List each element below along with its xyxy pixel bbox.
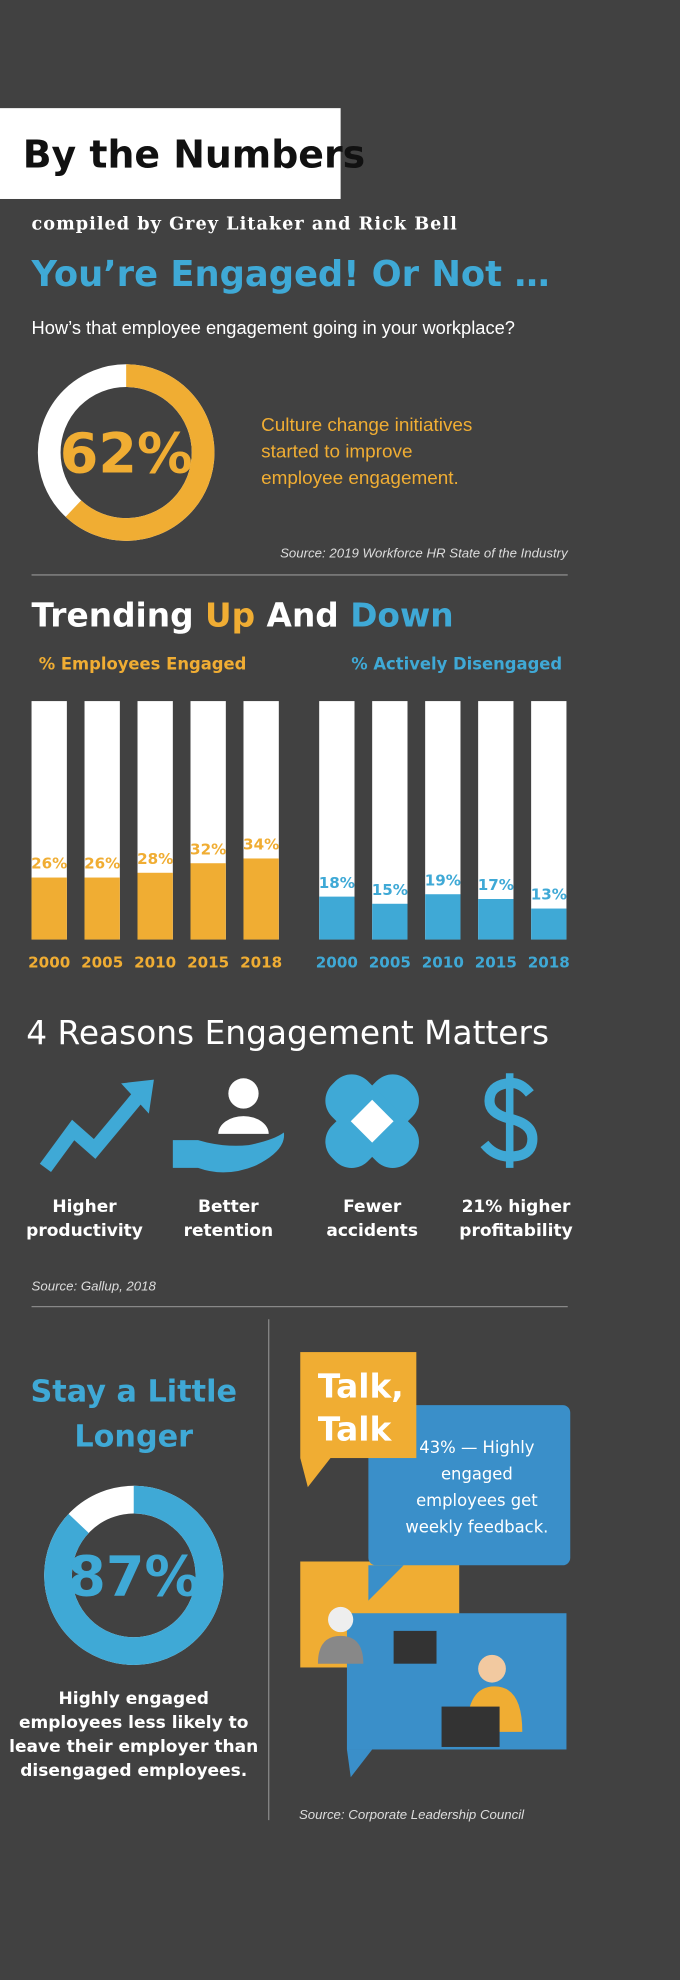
bandage-icon xyxy=(325,1074,419,1169)
source: Source: Gallup, 2018 xyxy=(32,1278,157,1293)
value-label: 13% xyxy=(531,886,567,904)
person-icon xyxy=(228,1078,259,1109)
annotation: Culture change initiatives xyxy=(261,415,472,436)
trend-icon xyxy=(39,1091,145,1172)
title-part: Trending xyxy=(32,597,206,635)
bar xyxy=(31,877,67,940)
donut-label: 87% xyxy=(67,1545,200,1610)
caption: leave their employer than xyxy=(9,1737,258,1757)
reason-label: 21% higher xyxy=(462,1197,571,1217)
section-title: Trending Up And Down xyxy=(32,597,454,635)
x-tick-label: 2000 xyxy=(316,953,358,971)
reason-label: accidents xyxy=(326,1221,418,1241)
value-label: 15% xyxy=(372,881,408,899)
panel xyxy=(346,1749,373,1778)
section-title: 4 Reasons Engagement Matters xyxy=(26,1014,549,1052)
x-tick-label: 2010 xyxy=(422,953,464,971)
value-label: 19% xyxy=(425,871,461,889)
bar-track xyxy=(531,701,567,940)
x-tick-label: 2018 xyxy=(240,953,282,971)
bar xyxy=(137,872,173,940)
talk-title: Talk xyxy=(318,1410,393,1448)
talk-title: Talk, xyxy=(318,1367,404,1405)
title-part: And xyxy=(255,597,350,635)
annotation: employee engagement. xyxy=(261,468,459,489)
icons xyxy=(39,1073,538,1173)
value-label: 28% xyxy=(137,850,173,868)
x-tick-label: 2015 xyxy=(475,953,517,971)
section-title: You’re Engaged! Or Not … xyxy=(31,254,550,295)
reason-label: retention xyxy=(184,1221,273,1241)
x-tick-label: 2005 xyxy=(81,953,123,971)
bar xyxy=(190,863,226,940)
reason-label: productivity xyxy=(26,1221,143,1241)
talk-text: engaged xyxy=(441,1464,513,1483)
value-label: 32% xyxy=(190,840,226,858)
bar xyxy=(319,896,355,940)
x-tick-label: 2010 xyxy=(134,953,176,971)
speech-bubble xyxy=(300,1458,331,1488)
value-label: 17% xyxy=(478,876,514,894)
talk-illustration xyxy=(300,1352,571,1778)
person-icon xyxy=(218,1116,269,1134)
reason-label: Fewer xyxy=(343,1197,402,1217)
section-title: Longer xyxy=(74,1420,193,1455)
annotation: started to improve xyxy=(261,442,412,463)
value-label: 18% xyxy=(319,874,355,892)
speech-bubble xyxy=(368,1565,404,1601)
donut-arc xyxy=(37,364,215,541)
talk-text: employees get xyxy=(416,1491,538,1510)
value-label: 34% xyxy=(243,836,279,854)
speech-bubble xyxy=(300,1352,417,1459)
talk-text: weekly feedback. xyxy=(405,1517,548,1536)
subtitle: How’s that employee engagement going in … xyxy=(32,317,515,338)
title-box xyxy=(0,108,341,199)
value-label: 26% xyxy=(31,855,67,873)
bar xyxy=(531,908,567,940)
hand-icon xyxy=(172,1132,285,1173)
laptop xyxy=(393,1630,437,1664)
caption: Highly engaged xyxy=(59,1689,209,1709)
title-part: Up xyxy=(205,597,255,635)
section-title: Stay a Little xyxy=(30,1374,236,1409)
bar xyxy=(478,899,514,940)
x-tick-label: 2015 xyxy=(187,953,229,971)
source: Source: Corporate Leadership Council xyxy=(299,1807,525,1822)
reason-label: Better xyxy=(198,1197,259,1217)
reason-label: profitability xyxy=(459,1221,572,1241)
person xyxy=(317,1635,364,1664)
caption: employees less likely to xyxy=(19,1713,249,1733)
page-title: By the Numbers xyxy=(23,132,365,176)
byline: compiled by Grey Litaker and Rick Bell xyxy=(32,213,458,234)
chart-title: % Employees Engaged xyxy=(39,655,247,674)
source: Source: 2019 Workforce HR State of the I… xyxy=(280,545,569,560)
chart-title: % Actively Disengaged xyxy=(351,655,562,674)
speech-bubble xyxy=(368,1405,571,1566)
bar xyxy=(84,877,120,940)
donut-label: 62% xyxy=(60,422,193,487)
x-tick-label: 2005 xyxy=(369,953,411,971)
trend-icon xyxy=(121,1079,154,1114)
value-label: 26% xyxy=(84,855,120,873)
laptop xyxy=(441,1706,500,1747)
x-tick-label: 2000 xyxy=(28,953,70,971)
reason-label: Higher xyxy=(52,1197,117,1217)
talk-text: 43% — Highly xyxy=(419,1438,534,1457)
donut-arc xyxy=(44,1485,224,1665)
caption: disengaged employees. xyxy=(20,1761,247,1781)
title-part: Down xyxy=(350,597,453,635)
person xyxy=(328,1606,354,1633)
bar-track xyxy=(372,701,408,940)
bar xyxy=(372,903,408,940)
bar xyxy=(243,858,279,940)
bar xyxy=(425,894,461,940)
x-tick-label: 2018 xyxy=(528,953,570,971)
person xyxy=(478,1654,506,1683)
